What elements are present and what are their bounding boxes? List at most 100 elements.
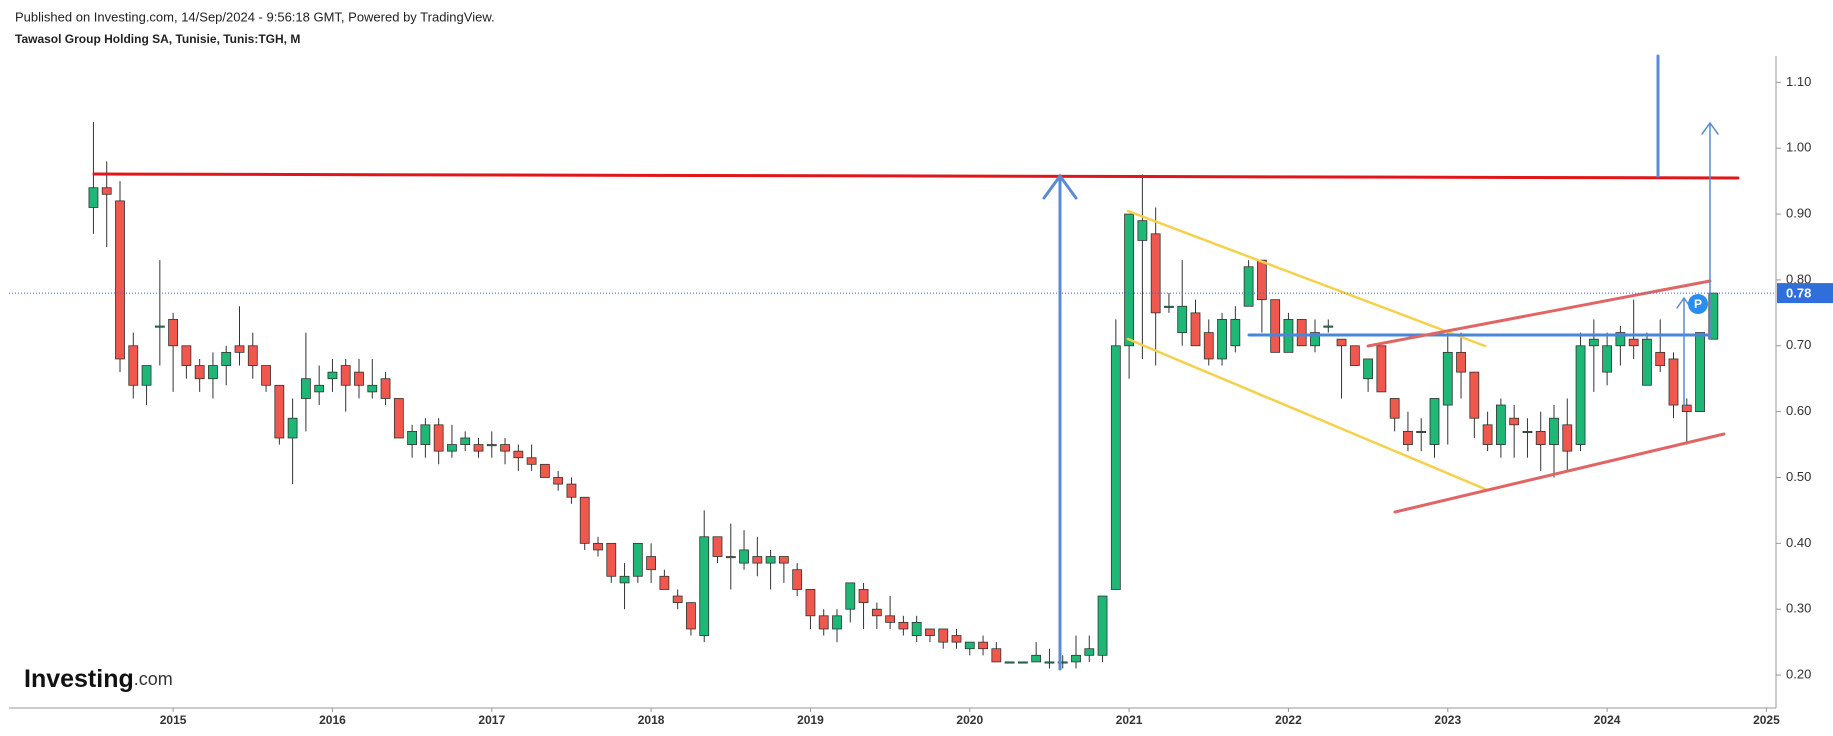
candle-body [1509,417,1520,426]
candle-body [593,542,603,551]
candle-body [380,378,391,399]
candle-body [539,463,550,478]
x-tick-label: 2015 [160,713,187,727]
last-price-label: 0.78 [1786,286,1811,301]
y-tick-label: 0.30 [1786,601,1811,616]
candle-body [168,319,179,347]
candle-body [951,635,962,643]
candle-body [420,424,431,445]
candle-body [300,378,311,399]
candle-body [1575,345,1586,445]
candle-body [447,444,457,452]
y-tick-label: 0.20 [1786,667,1811,682]
candle-body [1588,338,1599,347]
candle-body [513,450,524,459]
badge [1688,294,1708,314]
candle-body [978,641,988,650]
target-arrow [1676,296,1692,408]
y-tick-label: 0.80 [1786,271,1811,286]
candle-body [1363,358,1374,380]
candle-body [938,628,949,643]
y-tick-label: 0.60 [1786,403,1811,418]
candle-body [1429,398,1440,445]
candle-body [964,641,975,650]
candle-body [247,345,258,366]
x-tick-label: 2019 [797,713,824,727]
candle-body [1642,338,1652,386]
candle-body [274,384,285,439]
x-tick-label: 2017 [478,713,505,727]
candle-body [340,365,351,386]
candle-body [792,569,803,590]
y-tick-label: 0.40 [1786,535,1811,550]
candle-body [101,187,112,195]
candle-body [234,345,245,353]
candle-body [672,595,683,604]
candle-body [1243,266,1254,307]
candle-body [194,365,205,380]
candle-body [925,628,935,636]
logo-name: Investing [24,665,134,693]
y-tick-label: 0.50 [1786,469,1811,484]
candle-body [1456,351,1466,373]
badge-label: P [1694,297,1702,311]
candle-body [1495,404,1506,445]
candle-body [354,371,364,386]
candle-body [221,351,232,366]
candle-body [845,582,856,610]
x-tick-label: 2025 [1753,713,1780,727]
channel-line [1126,337,1487,491]
candle-body [619,575,630,584]
candle-body [1549,417,1559,445]
candle-body [566,483,577,498]
candle-body [314,384,325,393]
candle-body [1469,371,1480,419]
candle-body [1017,661,1028,664]
candle-body [911,621,922,636]
logo-suffix: .com [134,669,173,689]
logo: Investing.com [24,665,173,693]
chart-subtitle: Published on Investing.com, 14/Sep/2024 … [15,9,495,24]
candle-body [1535,430,1546,445]
candle-body [871,608,882,617]
candle-body [1442,351,1453,406]
candle-body [1190,312,1201,347]
candle-body [1602,345,1613,373]
x-tick-label: 2020 [956,713,983,727]
candle-body [818,615,829,630]
candle-body [858,589,869,604]
candle-body [1230,319,1241,347]
wedge-line [1393,432,1726,514]
candle-body [646,556,657,571]
candle-body [885,615,896,623]
candle-body [327,371,338,380]
candle-body [712,536,723,557]
candle-body [1057,661,1068,664]
candle-body [553,477,564,485]
candle-body [1031,654,1042,663]
candle-body [1110,345,1121,590]
candle-body [261,365,271,386]
candle-body [1004,661,1015,664]
candle-body [699,536,710,636]
candle-body [460,437,471,445]
candle-body [1044,661,1055,664]
wedge-line [1366,279,1712,348]
candle-body [1416,430,1427,433]
candle-body [1084,648,1095,656]
candle-body [1336,338,1347,347]
candle-body [1150,233,1161,314]
candle-body [1323,325,1334,328]
candle-body [141,365,152,386]
candle-body [1310,332,1320,347]
candle-body [500,444,510,452]
candle-body [115,200,125,360]
y-tick-label: 0.90 [1786,205,1811,220]
candle-body [606,542,617,577]
candle-body [1097,595,1108,656]
candle-body [393,398,404,439]
candle-body [287,417,298,439]
candle-body [752,556,763,564]
candle-body [739,549,749,564]
